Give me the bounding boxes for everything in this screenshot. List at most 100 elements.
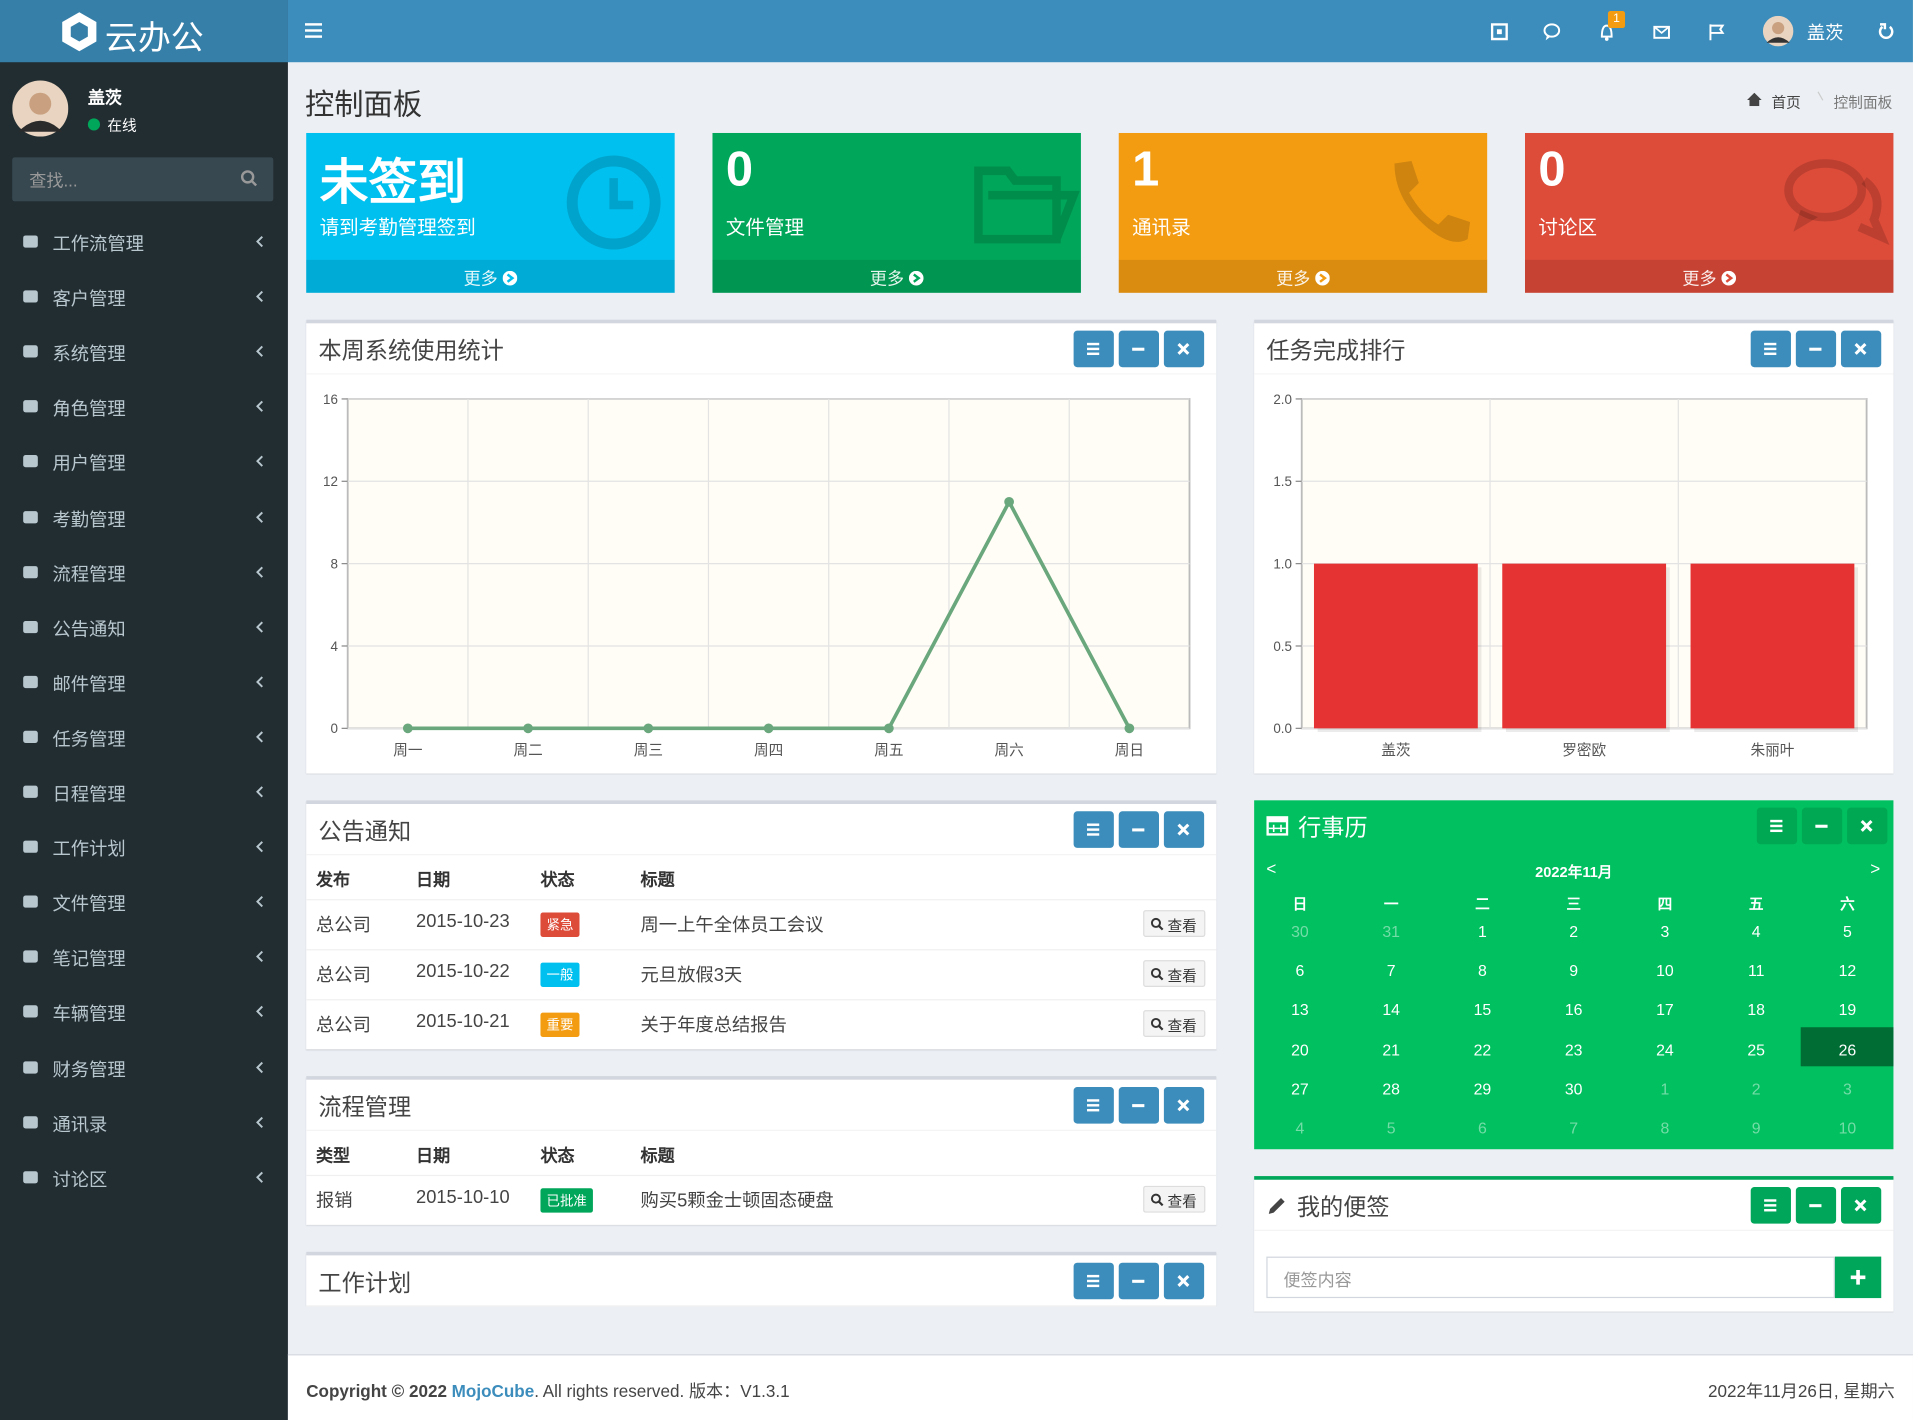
calendar-day[interactable]: 8	[1477, 961, 1487, 980]
calendar-day[interactable]: 22	[1473, 1040, 1492, 1059]
calendar-next[interactable]: >	[1870, 858, 1881, 879]
box-tool-button[interactable]	[1795, 1187, 1837, 1224]
calendar-day[interactable]: 24	[1656, 1040, 1674, 1059]
search-box[interactable]: 查找...	[12, 157, 274, 202]
menu-item[interactable]: 笔记管理	[52, 949, 126, 971]
menu-item[interactable]: 工作流管理	[52, 234, 144, 255]
menu-item[interactable]: 系统管理	[52, 344, 126, 366]
calendar-day[interactable]: 7	[1569, 1118, 1579, 1138]
calendar-day[interactable]: 3	[1660, 922, 1670, 941]
calendar-day[interactable]: 30	[1291, 922, 1309, 941]
view-label[interactable]: 查看	[1167, 967, 1197, 985]
calendar-day[interactable]: 1	[1660, 1079, 1670, 1098]
calendar-day[interactable]: 4	[1751, 922, 1761, 941]
calendar-day[interactable]: 13	[1291, 1000, 1309, 1020]
calendar-day[interactable]: 15	[1473, 1000, 1492, 1020]
stat-footer[interactable]: 更多	[712, 259, 1081, 293]
stat-more[interactable]: 更多	[1682, 268, 1717, 288]
logout-icon[interactable]	[1878, 22, 1895, 39]
menu-item[interactable]: 讨论区	[52, 1169, 108, 1191]
calendar-day[interactable]: 28	[1382, 1079, 1400, 1098]
calendar-day[interactable]: 16	[1564, 1000, 1583, 1020]
menu-item[interactable]: 文件管理	[52, 894, 126, 916]
menu-item[interactable]: 流程管理	[52, 564, 126, 586]
note-placeholder[interactable]: 便签内容	[1283, 1270, 1352, 1290]
calendar-day[interactable]: 18	[1747, 1000, 1766, 1020]
calendar-day[interactable]: 10	[1656, 961, 1674, 980]
calendar-day[interactable]: 6	[1295, 961, 1305, 980]
box-tool-button[interactable]	[1118, 1087, 1159, 1124]
calendar-day[interactable]: 5	[1843, 922, 1852, 941]
calendar-day[interactable]: 19	[1838, 1000, 1857, 1020]
view-label[interactable]: 查看	[1167, 917, 1197, 935]
view-label[interactable]: 查看	[1167, 1193, 1197, 1211]
menu-item[interactable]: 车辆管理	[52, 1004, 126, 1026]
menu-item[interactable]: 用户管理	[52, 454, 126, 476]
menu-item[interactable]: 考勤管理	[52, 509, 126, 531]
note-add-button[interactable]	[1834, 1256, 1882, 1299]
menu-item[interactable]: 客户管理	[52, 289, 126, 310]
box-tool-button[interactable]	[1756, 807, 1798, 845]
note-input[interactable]: 便签内容	[1266, 1256, 1835, 1299]
box-tool-button[interactable]	[1163, 330, 1205, 368]
calendar-day[interactable]: 6	[1477, 1118, 1487, 1138]
box-tool-button[interactable]	[1073, 1087, 1114, 1124]
top-user-name[interactable]: 盖茨	[1806, 23, 1844, 44]
calendar-day[interactable]: 2	[1751, 1079, 1761, 1098]
calendar-day[interactable]: 30	[1564, 1079, 1583, 1098]
box-tool-button[interactable]	[1847, 807, 1888, 845]
breadcrumb-home[interactable]: 首页	[1771, 93, 1801, 112]
calendar-day[interactable]: 2	[1569, 922, 1579, 941]
stat-footer[interactable]: 更多	[1525, 259, 1894, 293]
calendar-day[interactable]: 31	[1382, 922, 1400, 941]
menu-item[interactable]: 公告通知	[52, 619, 126, 641]
box-tool-button[interactable]	[1801, 807, 1843, 845]
stat-more[interactable]: 更多	[869, 268, 905, 288]
calendar-prev[interactable]: <	[1266, 858, 1277, 879]
calendar-day[interactable]: 20	[1291, 1040, 1309, 1059]
calendar-day[interactable]: 14	[1382, 1000, 1400, 1020]
view-button[interactable]: 查看	[1143, 910, 1206, 937]
box-tool-button[interactable]	[1840, 330, 1882, 368]
box-tool-button[interactable]	[1750, 330, 1791, 368]
box-tool-button[interactable]	[1073, 1262, 1114, 1300]
menu-toggle[interactable]	[305, 22, 323, 39]
view-button[interactable]: 查看	[1143, 1185, 1206, 1213]
menu-item[interactable]: 邮件管理	[52, 674, 126, 696]
menu-item[interactable]: 日程管理	[52, 784, 126, 806]
view-label[interactable]: 查看	[1167, 1017, 1197, 1035]
menu-item[interactable]: 任务管理	[52, 729, 126, 751]
footer-brand[interactable]: MojoCube	[446, 1381, 535, 1401]
view-button[interactable]: 查看	[1143, 960, 1206, 987]
calendar-day[interactable]: 7	[1386, 961, 1396, 980]
top-icon[interactable]	[1598, 23, 1615, 41]
box-tool-button[interactable]	[1840, 1187, 1882, 1224]
box-tool-button[interactable]	[1118, 330, 1159, 368]
top-icon[interactable]	[1490, 23, 1508, 41]
box-tool-button[interactable]	[1073, 330, 1114, 368]
calendar-day[interactable]: 4	[1295, 1118, 1305, 1138]
top-icon[interactable]	[1708, 23, 1725, 41]
view-button[interactable]: 查看	[1143, 1010, 1206, 1037]
calendar-day[interactable]: 5	[1386, 1118, 1396, 1138]
stat-footer[interactable]: 更多	[306, 259, 675, 293]
calendar-day[interactable]: 25	[1747, 1040, 1766, 1059]
calendar-day[interactable]: 29	[1473, 1079, 1492, 1098]
calendar-day[interactable]: 23	[1564, 1040, 1583, 1059]
stat-footer[interactable]: 更多	[1118, 259, 1488, 293]
calendar-day[interactable]: 17	[1656, 1000, 1674, 1020]
calendar-day[interactable]: 12	[1838, 961, 1857, 980]
box-tool-button[interactable]	[1118, 1262, 1159, 1300]
calendar-day[interactable]: 26	[1838, 1040, 1857, 1059]
top-icon[interactable]	[1543, 23, 1561, 41]
calendar-day[interactable]: 9	[1751, 1118, 1761, 1138]
box-tool-button[interactable]	[1073, 811, 1114, 848]
box-tool-button[interactable]	[1163, 1087, 1205, 1124]
menu-item[interactable]: 工作计划	[52, 839, 126, 861]
calendar-day[interactable]: 21	[1382, 1040, 1400, 1059]
calendar-day[interactable]: 1	[1477, 922, 1487, 941]
box-tool-button[interactable]	[1118, 811, 1159, 848]
calendar-day[interactable]: 9	[1569, 961, 1579, 980]
calendar-day[interactable]: 8	[1660, 1118, 1670, 1138]
box-tool-button[interactable]	[1750, 1187, 1791, 1224]
